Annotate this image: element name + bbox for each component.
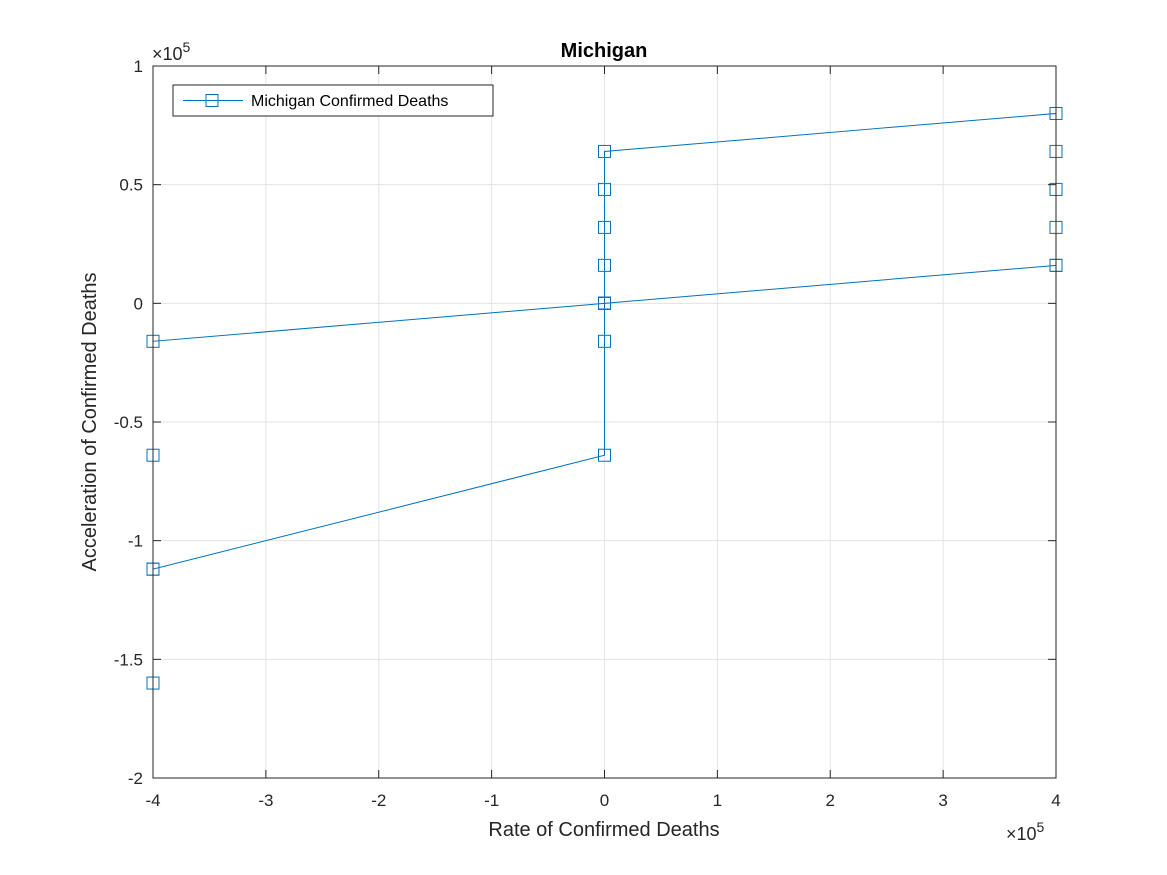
data-point-marker (598, 296, 611, 310)
chart-title: Michigan (561, 40, 648, 62)
ticks: -4 -3 -2 -1 0 1 2 3 4 -2 -1.5 -1 -0.5 0 0.5 1 (114, 57, 1061, 810)
x-tick-label: -1 (484, 791, 499, 810)
x-tick-label: -2 (371, 791, 386, 810)
x-axis-label: Rate of Confirmed Deaths (488, 819, 719, 841)
data-point-marker (598, 258, 611, 272)
x-tick-label: 0 (600, 791, 609, 810)
y-tick-label: 0 (134, 294, 143, 313)
y-tick-label: -1.5 (114, 650, 143, 669)
y-tick-label: 0.5 (119, 176, 143, 195)
x-tick-label: 1 (713, 791, 722, 810)
legend: Michigan Confirmed Deaths (172, 84, 494, 117)
x-tick-label: 4 (1051, 791, 1060, 810)
y-tick-label: -0.5 (114, 413, 143, 432)
y-tick-label: 1 (134, 57, 143, 76)
legend-box (172, 84, 494, 117)
data-point-marker (598, 334, 611, 348)
y-tick-label: -2 (128, 769, 143, 788)
data-point-marker (598, 144, 611, 158)
legend-label: Michigan Confirmed Deaths (251, 93, 448, 110)
y-tick-label: -1 (128, 532, 143, 551)
x-tick-label: 3 (938, 791, 947, 810)
x-tick-label: -3 (258, 791, 273, 810)
data-point-marker (598, 220, 611, 234)
y-exponent-multiplier: ×105 (152, 39, 191, 64)
x-tick-label: -4 (145, 791, 160, 810)
legend-marker-icon (205, 94, 219, 107)
data-point-marker (598, 448, 611, 462)
data-point-marker (598, 182, 611, 196)
y-axis-label: Acceleration of Confirmed Deaths (79, 272, 101, 571)
x-tick-label: 2 (826, 791, 835, 810)
x-exponent-multiplier: ×105 (1006, 819, 1045, 844)
